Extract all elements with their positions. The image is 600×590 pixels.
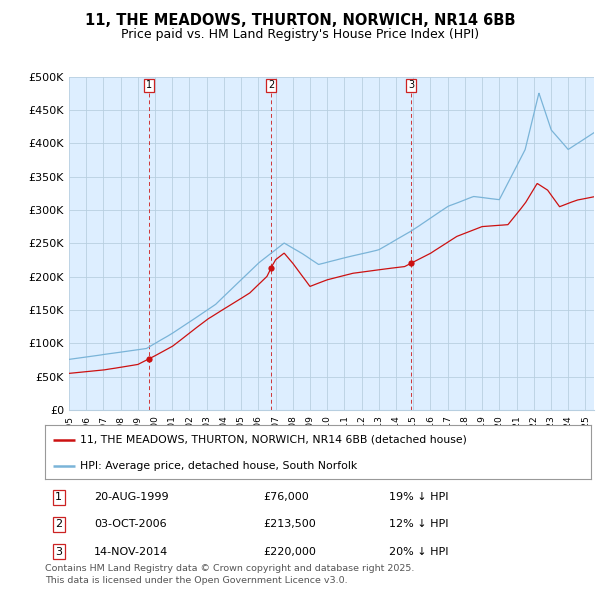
Text: Contains HM Land Registry data © Crown copyright and database right 2025.
This d: Contains HM Land Registry data © Crown c… [45,564,415,585]
Text: 2: 2 [55,519,62,529]
Text: 1: 1 [146,80,152,90]
Text: 3: 3 [408,80,414,90]
Text: 1: 1 [55,492,62,502]
Text: 19% ↓ HPI: 19% ↓ HPI [389,492,448,502]
Text: HPI: Average price, detached house, South Norfolk: HPI: Average price, detached house, Sout… [80,461,358,471]
Text: 11, THE MEADOWS, THURTON, NORWICH, NR14 6BB (detached house): 11, THE MEADOWS, THURTON, NORWICH, NR14 … [80,435,467,445]
Text: 3: 3 [55,546,62,556]
Text: 20-AUG-1999: 20-AUG-1999 [94,492,169,502]
Text: 12% ↓ HPI: 12% ↓ HPI [389,519,448,529]
Text: £76,000: £76,000 [263,492,309,502]
Text: 03-OCT-2006: 03-OCT-2006 [94,519,167,529]
Text: 11, THE MEADOWS, THURTON, NORWICH, NR14 6BB: 11, THE MEADOWS, THURTON, NORWICH, NR14 … [85,13,515,28]
Text: £220,000: £220,000 [263,546,316,556]
Text: 2: 2 [268,80,274,90]
Text: £213,500: £213,500 [263,519,316,529]
Text: 14-NOV-2014: 14-NOV-2014 [94,546,169,556]
Text: Price paid vs. HM Land Registry's House Price Index (HPI): Price paid vs. HM Land Registry's House … [121,28,479,41]
Text: 20% ↓ HPI: 20% ↓ HPI [389,546,448,556]
